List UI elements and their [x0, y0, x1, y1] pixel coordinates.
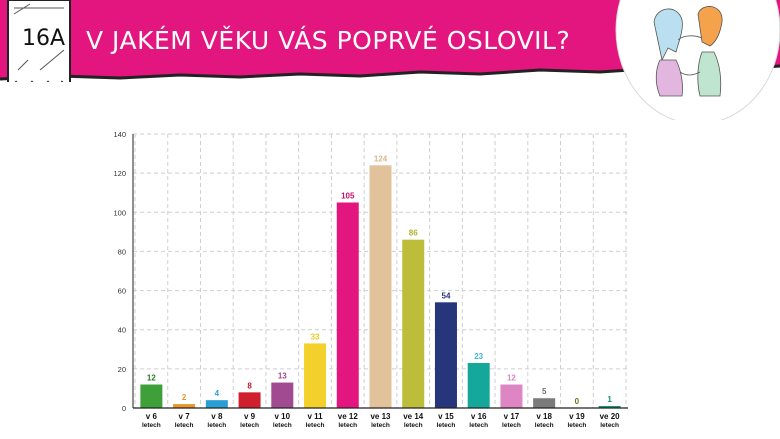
x-tick-sublabel: letech: [404, 422, 423, 429]
data-label: 1: [607, 395, 612, 404]
x-tick-label: v 17: [504, 412, 520, 421]
x-tick-sublabel: letech: [142, 422, 161, 429]
data-label: 2: [182, 393, 187, 402]
x-tick-label: v 15: [438, 412, 454, 421]
x-tick-label: v 10: [275, 412, 291, 421]
x-tick-sublabel: letech: [502, 422, 521, 429]
y-tick-label: 140: [113, 130, 126, 139]
bar: [140, 384, 163, 408]
x-tick-label: ve 14: [403, 412, 424, 421]
banner-shape: [0, 0, 780, 82]
y-axis: 0 20 40 60 80 100 120 140: [113, 130, 134, 413]
x-tick-label: ve 20: [600, 412, 621, 421]
y-tick-label: 60: [118, 287, 126, 296]
x-tick-label: v 18: [536, 412, 552, 421]
x-tick-sublabel: letech: [600, 422, 619, 429]
data-label: 13: [278, 372, 287, 381]
data-label: 4: [215, 389, 220, 398]
x-tick-sublabel: letech: [469, 422, 488, 429]
x-tick-label: v 9: [244, 412, 256, 421]
data-label: 86: [409, 229, 418, 238]
bars: [140, 165, 621, 408]
x-tick-sublabel: letech: [207, 422, 226, 429]
data-labels: 12 2 4 8 13 33 105 124 86 54 23 12 5 0 1: [147, 154, 612, 406]
x-tick-label: v 11: [307, 412, 323, 421]
x-tick-label: v 16: [471, 412, 487, 421]
x-tick-label: v 8: [211, 412, 223, 421]
y-tick-label: 100: [113, 208, 126, 217]
bar: [336, 202, 359, 408]
illustration-couple: [612, 0, 780, 125]
y-tick-label: 20: [118, 365, 126, 374]
bar: [467, 362, 490, 408]
slide-number: 16A: [22, 26, 66, 51]
bar: [304, 343, 327, 408]
y-tick-label: 0: [122, 404, 126, 413]
x-tick-label: v 19: [569, 412, 585, 421]
data-label: 5: [542, 387, 547, 396]
x-tick-label: v 6: [146, 412, 158, 421]
x-tick-sublabel: letech: [338, 422, 357, 429]
bar: [238, 392, 261, 408]
y-tick-label: 40: [118, 326, 126, 335]
data-label: 33: [311, 332, 320, 341]
bar: [271, 382, 294, 408]
bar: [434, 302, 457, 408]
bar: [533, 398, 556, 408]
data-label: 8: [247, 381, 252, 390]
x-tick-sublabel: letech: [535, 422, 554, 429]
bar: [402, 239, 425, 408]
data-label: 124: [374, 154, 388, 163]
x-tick-label: v 7: [179, 412, 191, 421]
bar: [205, 400, 228, 408]
slide-number-badge: [7, 0, 71, 82]
x-tick-sublabel: letech: [437, 422, 456, 429]
data-label: 54: [442, 291, 451, 300]
x-tick-label: ve 13: [370, 412, 391, 421]
data-label: 0: [575, 397, 580, 406]
data-label: 12: [507, 374, 516, 383]
y-tick-label: 120: [113, 169, 126, 178]
x-tick-label: ve 12: [338, 412, 359, 421]
y-tick-label: 80: [118, 247, 126, 256]
x-tick-sublabel: letech: [306, 422, 325, 429]
bar: [598, 406, 621, 408]
x-tick-sublabel: letech: [240, 422, 259, 429]
title-banner: 16A V JAKÉM VĚKU VÁS POPRVÉ OSLOVIL?: [0, 0, 780, 82]
bar: [369, 165, 392, 408]
page-title: V JAKÉM VĚKU VÁS POPRVÉ OSLOVIL?: [86, 26, 571, 55]
x-tick-sublabel: letech: [568, 422, 587, 429]
data-label: 12: [147, 374, 156, 383]
x-tick-sublabel: letech: [175, 422, 194, 429]
x-tick-sublabel: letech: [371, 422, 390, 429]
x-tick-sublabel: letech: [273, 422, 292, 429]
data-label: 23: [474, 352, 483, 361]
bar: [173, 404, 196, 408]
data-label: 105: [341, 192, 355, 201]
bar: [500, 384, 523, 408]
